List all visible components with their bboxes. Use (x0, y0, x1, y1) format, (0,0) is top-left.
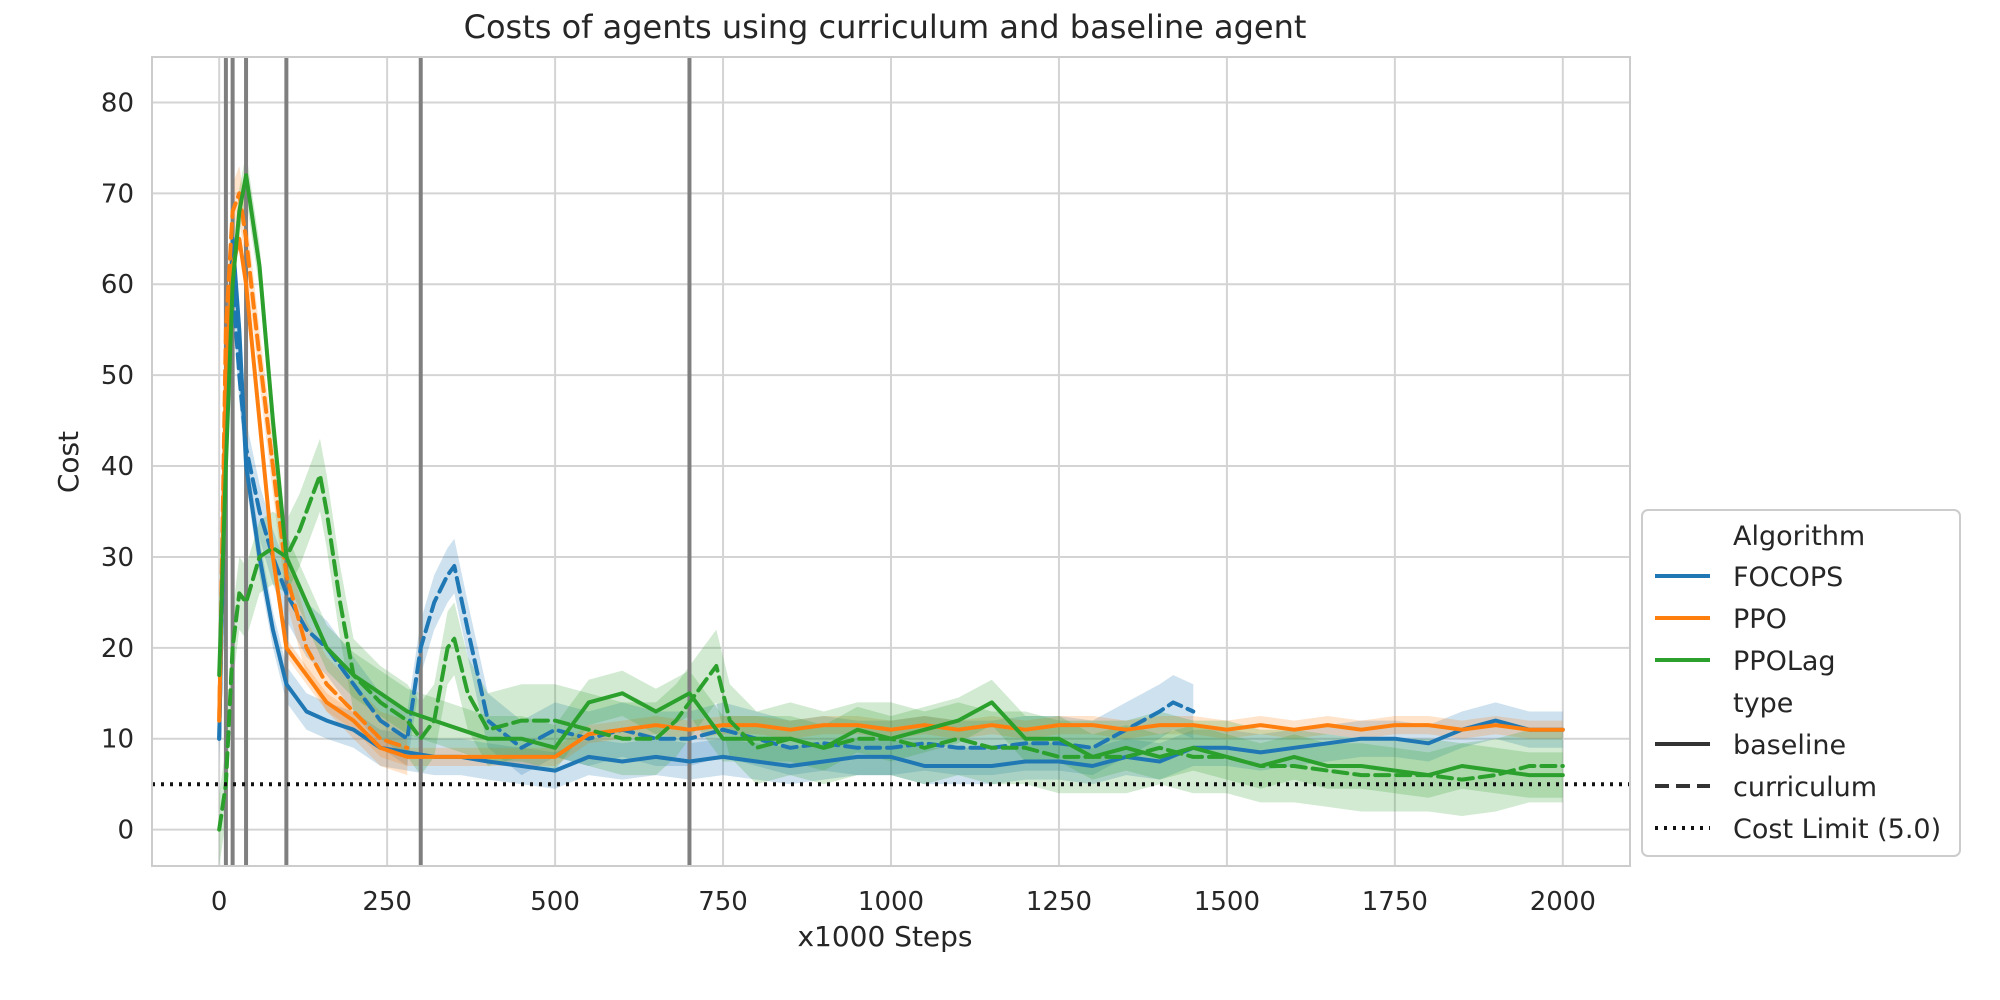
x-tick-label: 500 (530, 887, 580, 917)
x-tick-label: 1500 (1194, 887, 1260, 917)
x-tick-label: 750 (698, 887, 748, 917)
x-tick-label: 1250 (1026, 887, 1092, 917)
series-line-focops-baseline (217, 236, 1565, 773)
legend-label-baseline: baseline (1733, 730, 1846, 761)
x-tick-label: 1750 (1362, 887, 1428, 917)
x-tick-label: 1000 (858, 887, 924, 917)
chart-title: Costs of agents using curriculum and bas… (464, 8, 1307, 46)
series-line-ppolag-baseline (217, 173, 1565, 778)
legend-label-ppolag: PPOLag (1733, 646, 1836, 677)
y-tick-label: 70 (101, 179, 134, 209)
series-line-ppo-baseline (217, 236, 1565, 759)
x-tick-label: 0 (211, 887, 228, 917)
series-line-ppo-curriculum (217, 191, 410, 750)
y-tick-label: 30 (101, 543, 134, 573)
legend-title-type: type (1733, 688, 1793, 719)
series-lines (217, 173, 1565, 832)
y-tick-label: 0 (117, 816, 134, 846)
legend-title-algorithm: Algorithm (1733, 521, 1865, 552)
series-line-ppolag-curriculum (217, 473, 1565, 832)
legend-label-ppo: PPO (1733, 604, 1787, 635)
y-tick-label: 60 (101, 270, 134, 300)
legend-box (1641, 509, 1961, 857)
x-tick-label: 250 (362, 887, 412, 917)
band-ppo-curriculum (219, 166, 408, 776)
y-tick-label: 10 (101, 725, 134, 755)
y-tick-label: 40 (101, 452, 134, 482)
curriculum-switch-lines (223, 57, 692, 866)
plot-frame (151, 56, 1631, 867)
x-tick-label: 2000 (1530, 887, 1596, 917)
legend: Algorithm FOCOPS PPO PPOLag type baselin… (1641, 509, 1961, 857)
legend-label-focops: FOCOPS (1733, 562, 1843, 593)
x-axis-title: x1000 Steps (797, 920, 972, 953)
band-focops-curriculum (219, 257, 1194, 776)
band-ppolag-curriculum (219, 438, 1563, 866)
y-tick-label: 80 (101, 88, 134, 118)
y-tick-label: 20 (101, 634, 134, 664)
y-tick-label: 50 (101, 361, 134, 391)
y-axis-title: Cost (52, 431, 85, 493)
grid-lines (152, 57, 1630, 866)
tick-labels: 0 250 500 750 1000 1250 1500 1750 2000 0 10 20 30 40 5… (101, 88, 1596, 917)
legend-label-curriculum: curriculum (1733, 772, 1877, 803)
legend-label-cost-limit: Cost Limit (5.0) (1733, 814, 1941, 845)
